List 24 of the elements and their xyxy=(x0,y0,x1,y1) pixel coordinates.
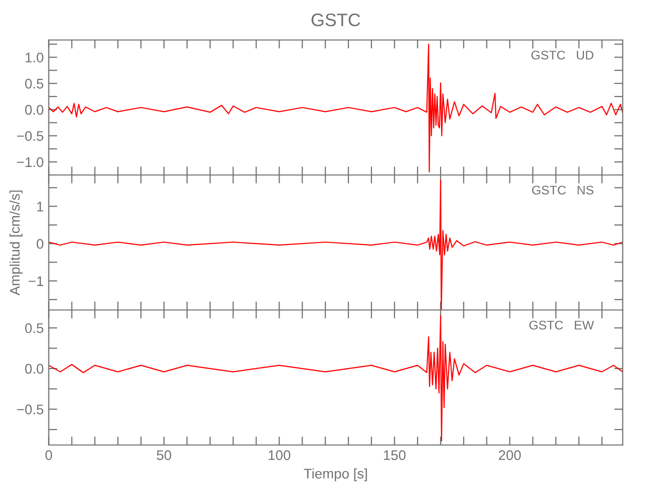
line-series xyxy=(48,44,623,172)
x-axis-title: Tiempo [s] xyxy=(304,468,367,482)
x-tick-label: 100 xyxy=(268,450,290,460)
y-tick-label: 1 xyxy=(37,202,44,212)
y-axis-title: Amplitud [cm/s/s] xyxy=(10,190,22,296)
x-tick-label: 50 xyxy=(156,450,172,460)
x-tick-label: 0 xyxy=(45,450,52,460)
y-tick-label: 0.5 xyxy=(25,323,44,334)
y-tick-label: 1.0 xyxy=(26,52,44,62)
line-series xyxy=(48,315,623,442)
annotation: GSTC EW xyxy=(529,320,594,330)
y-tick-label: 0.0 xyxy=(25,104,44,115)
x-tick-label: 150 xyxy=(384,450,406,460)
y-tick-label: −0.5 xyxy=(17,131,44,141)
y-tick-label: −0.5 xyxy=(17,404,44,414)
y-tick-label: 0 xyxy=(36,238,44,249)
chart-title: GSTC xyxy=(312,14,360,26)
y-tick-label: 0.5 xyxy=(25,78,44,89)
x-tick-label: 200 xyxy=(498,450,521,460)
y-tick-label: 0.0 xyxy=(25,364,44,374)
y-tick-label: −1 xyxy=(28,276,44,286)
annotation: GSTC UD xyxy=(531,50,594,60)
annotation: GSTC NS xyxy=(532,186,594,195)
y-tick-label: −1.0 xyxy=(17,157,44,168)
